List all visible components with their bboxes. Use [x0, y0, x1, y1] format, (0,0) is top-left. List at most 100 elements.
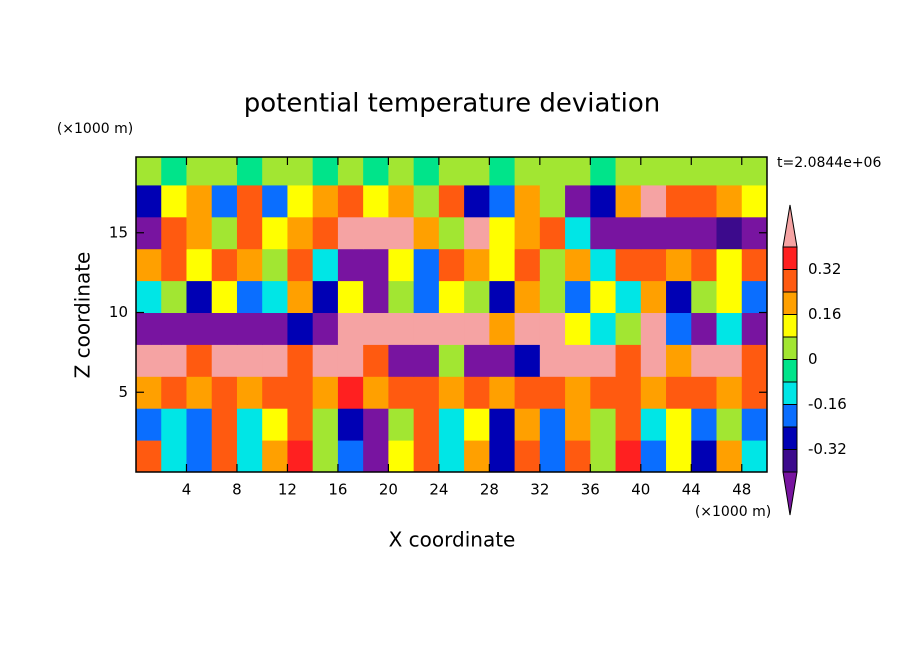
field-cell	[716, 184, 743, 218]
field-cell	[640, 440, 667, 472]
field-cell	[666, 312, 692, 345]
field-cell	[489, 157, 516, 186]
field-cell	[590, 408, 617, 441]
field-cell	[287, 216, 314, 250]
colorbar-box	[782, 336, 798, 360]
field-cell	[666, 157, 692, 186]
x-tick-label: 36	[581, 481, 600, 499]
field-cell	[236, 312, 263, 345]
field-cell	[666, 280, 692, 314]
field-cell	[539, 408, 566, 441]
field-cell	[413, 408, 440, 441]
field-cell	[186, 216, 213, 250]
x-tick-label: 24	[429, 481, 448, 499]
field-cell	[615, 312, 642, 345]
field-cell	[363, 157, 389, 186]
x-tick-label: 44	[682, 481, 701, 499]
field-cell	[388, 280, 415, 314]
field-cell	[136, 440, 162, 472]
colorbar-tick-label: 0.16	[808, 305, 841, 323]
field-cell	[363, 376, 389, 409]
field-cell	[539, 184, 566, 218]
field-cell	[363, 216, 389, 250]
field-cell	[539, 312, 566, 345]
field-cell	[186, 184, 213, 218]
field-cell	[615, 157, 642, 186]
field-cell	[640, 376, 667, 409]
field-cell	[615, 376, 642, 409]
field-cell	[464, 248, 490, 282]
field-cell	[363, 344, 389, 377]
field-cell	[262, 440, 288, 472]
field-cell	[539, 376, 566, 409]
field-cell	[716, 216, 743, 250]
y-tick-label: 5	[118, 383, 128, 401]
field-cell	[640, 344, 667, 377]
field-cell	[741, 408, 767, 441]
field-cell	[741, 248, 767, 282]
field-cell	[565, 184, 591, 218]
field-cell	[161, 376, 187, 409]
field-cell	[262, 216, 288, 250]
field-cell	[565, 344, 591, 377]
x-tick-label: 32	[530, 481, 549, 499]
field-cell	[615, 408, 642, 441]
field-cell	[236, 280, 263, 314]
field-cell	[716, 376, 743, 409]
field-cell	[716, 157, 743, 186]
field-cell	[590, 216, 617, 250]
colorbar-box	[782, 269, 798, 293]
colorbar-box	[782, 246, 798, 270]
field-cell	[741, 344, 767, 377]
field-cell	[565, 216, 591, 250]
colorbar-tick-label: -0.16	[808, 395, 847, 413]
field-cell	[287, 248, 314, 282]
field-cell	[287, 312, 314, 345]
field-cell	[413, 248, 440, 282]
field-cell	[262, 157, 288, 186]
field-cell	[413, 157, 440, 186]
field-cell	[413, 344, 440, 377]
field-cell	[514, 280, 541, 314]
colorbar-tick-label: 0.32	[808, 260, 841, 278]
plot-frame	[135, 156, 768, 473]
field-cell	[262, 184, 288, 218]
field-cell	[136, 280, 162, 314]
field-cell	[539, 344, 566, 377]
colorbar-tick-label: 0	[808, 350, 818, 368]
field-cell	[262, 376, 288, 409]
field-cell	[161, 184, 187, 218]
field-cell	[287, 376, 314, 409]
field-cell	[640, 184, 667, 218]
field-cell	[262, 344, 288, 377]
field-cell	[363, 408, 389, 441]
field-cell	[590, 440, 617, 472]
field-cell	[363, 184, 389, 218]
field-cell	[716, 440, 743, 472]
field-cell	[489, 184, 516, 218]
chart-title: potential temperature deviation	[244, 89, 660, 119]
field-cell	[388, 440, 415, 472]
field-cell	[388, 216, 415, 250]
field-cell	[615, 248, 642, 282]
field-cell	[136, 344, 162, 377]
field-cell	[337, 216, 364, 250]
field-cell	[489, 344, 516, 377]
field-cell	[464, 216, 490, 250]
field-cell	[489, 312, 516, 345]
field-cell	[287, 157, 314, 186]
field-cell	[438, 312, 465, 345]
field-cell	[337, 376, 364, 409]
field-cell	[211, 157, 238, 186]
field-cell	[565, 376, 591, 409]
field-cell	[640, 248, 667, 282]
field-cell	[287, 408, 314, 441]
field-cell	[287, 280, 314, 314]
field-cell	[666, 376, 692, 409]
field-cell	[539, 440, 566, 472]
field-cell	[312, 280, 339, 314]
field-cell	[211, 248, 238, 282]
x-unit: (×1000 m)	[695, 504, 771, 520]
field-cell	[236, 440, 263, 472]
field-cell	[691, 312, 718, 345]
